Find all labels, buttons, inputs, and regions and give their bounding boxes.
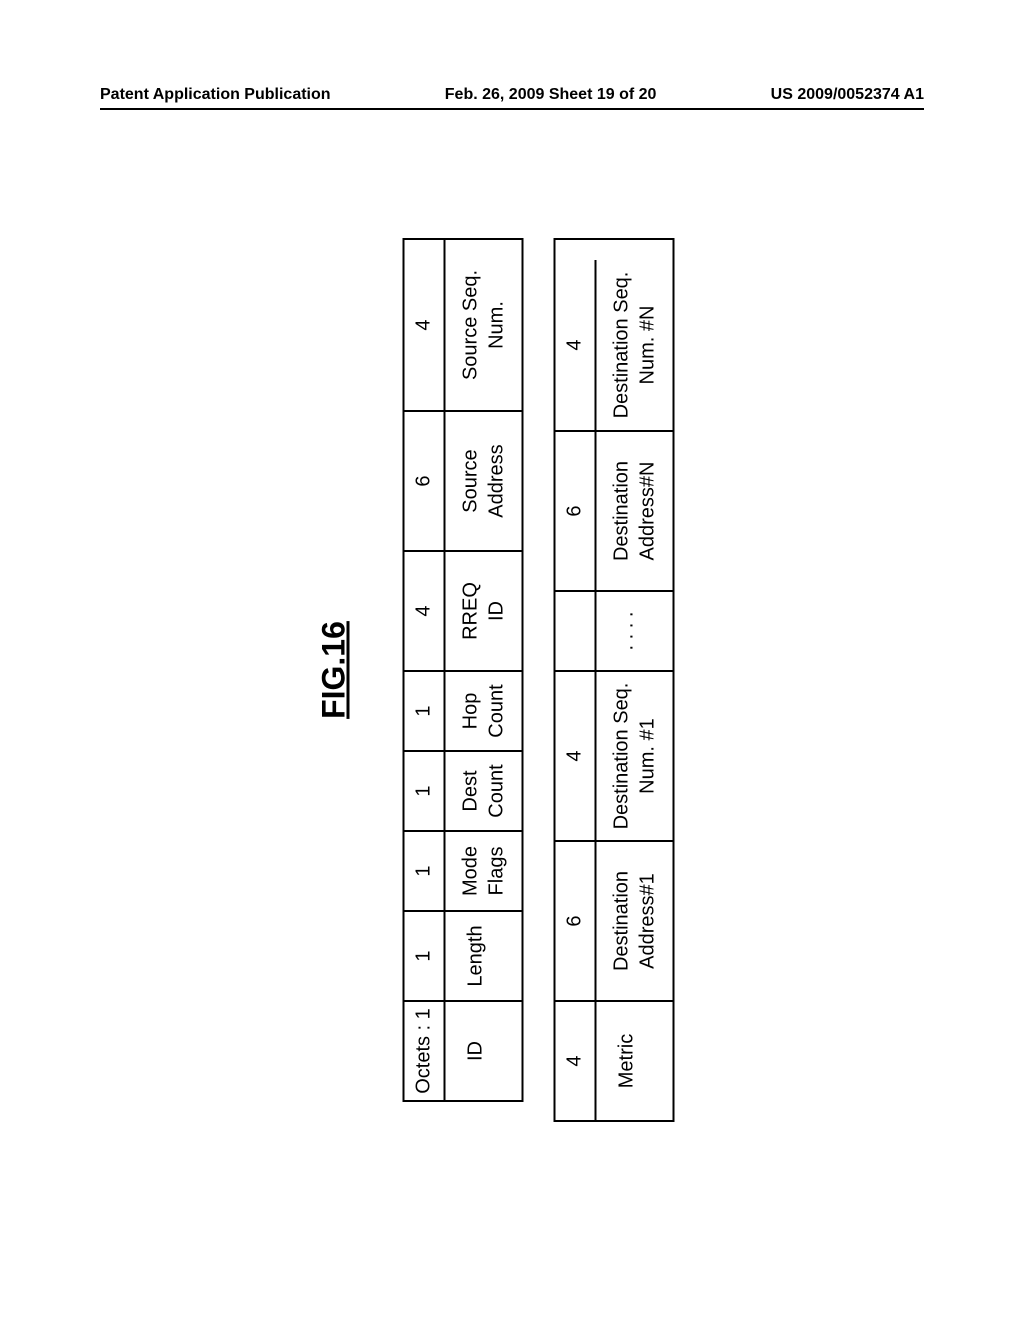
cell-body: Source Address	[446, 412, 522, 550]
cell-header: 4	[556, 260, 597, 430]
header-divider	[100, 108, 924, 110]
header-left: Patent Application Publication	[100, 86, 331, 104]
cell-header: 4	[556, 672, 597, 840]
patent-header: Patent Application Publication Feb. 26, …	[0, 86, 1024, 104]
cell-body: Hop Count	[446, 672, 522, 750]
cell-header: 1	[405, 752, 446, 830]
table-column: 1Hop Count	[405, 670, 522, 750]
table-1: Octets : 1ID1Length1Mode Flags1Dest Coun…	[403, 238, 524, 1102]
table-cell: ID	[446, 1002, 506, 1100]
cell-body: Length	[446, 912, 506, 1000]
cell-body: Destination Address#N	[597, 432, 673, 590]
cell-header	[556, 592, 597, 670]
table-column: 1Mode Flags	[405, 830, 522, 910]
rotated-content: FIG.16 Octets : 1ID1Length1Mode Flags1De…	[316, 238, 705, 1102]
cell-header: 4	[405, 552, 446, 670]
cell-header: 1	[405, 832, 446, 910]
table-column: 4Destination Seq. Num. #1	[556, 670, 673, 840]
cell-header: 4	[405, 240, 446, 410]
table-column: 1Length	[405, 910, 522, 1000]
table-column: 4Metric	[556, 1000, 673, 1120]
octets-label-column: Octets : 1ID	[405, 1000, 522, 1100]
octets-label: Octets : 1	[405, 1002, 446, 1100]
cell-body: Destination Seq. Num. #1	[597, 672, 673, 840]
table-column: 6Destination Address#N	[556, 430, 673, 590]
cell-body: Mode Flags	[446, 832, 522, 910]
cell-body: Destination Seq. Num. #N	[597, 260, 673, 430]
header-right: US 2009/0052374 A1	[771, 86, 924, 104]
cell-body: Source Seq. Num.	[446, 240, 522, 410]
cell-body: Metric	[597, 1002, 657, 1120]
cell-header: 6	[405, 412, 446, 550]
cell-body: RREQ ID	[446, 552, 522, 670]
table-column: 6Source Address	[405, 410, 522, 550]
diagram-container: FIG.16 Octets : 1ID1Length1Mode Flags1De…	[90, 140, 930, 1200]
cell-header: 1	[405, 672, 446, 750]
table-column: 4Destination Seq. Num. #N	[556, 260, 673, 430]
table-2: 4Metric6Destination Address#14Destinatio…	[554, 238, 675, 1122]
table-column: . . . .	[556, 590, 673, 670]
table-column: 4Source Seq. Num.	[405, 240, 522, 410]
cell-header: 6	[556, 842, 597, 1000]
figure-title: FIG.16	[316, 238, 353, 1102]
cell-header: 1	[405, 912, 446, 1000]
header-center: Feb. 26, 2009 Sheet 19 of 20	[445, 86, 657, 104]
cell-body: Dest Count	[446, 752, 522, 830]
table-column: 6Destination Address#1	[556, 840, 673, 1000]
table-column: 4RREQ ID	[405, 550, 522, 670]
cell-header: 6	[556, 432, 597, 590]
cell-header: 4	[556, 1002, 597, 1120]
cell-body: Destination Address#1	[597, 842, 673, 1000]
cell-body: . . . .	[597, 592, 657, 670]
table-column: 1Dest Count	[405, 750, 522, 830]
